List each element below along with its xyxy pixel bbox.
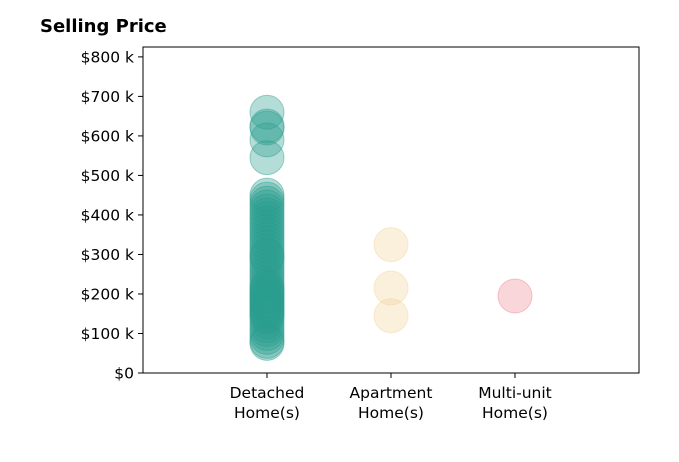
data-point bbox=[249, 240, 285, 276]
y-tick-label: $700 k bbox=[81, 88, 134, 106]
data-point bbox=[249, 244, 285, 280]
y-tick-label: $500 k bbox=[81, 167, 134, 185]
y-axis: $0 $100 k $200 k $300 k $400 k $500 k $600 k $7… bbox=[81, 48, 143, 383]
data-point bbox=[249, 248, 285, 284]
y-tick-label: $100 k bbox=[81, 325, 134, 343]
x-tick-label: Multi-unit Home(s) bbox=[478, 384, 552, 422]
data-point bbox=[249, 229, 285, 265]
y-tick-label: $400 k bbox=[81, 206, 134, 224]
y-tick-label: $800 k bbox=[81, 48, 134, 66]
data-point bbox=[249, 270, 285, 306]
x-tick-label: Apartment Home(s) bbox=[350, 384, 433, 422]
data-point bbox=[249, 236, 285, 272]
data-point bbox=[249, 300, 285, 336]
data-point bbox=[249, 94, 285, 130]
data-point bbox=[249, 252, 285, 288]
data-point bbox=[249, 304, 285, 340]
data-point bbox=[249, 294, 285, 330]
data-point bbox=[249, 286, 285, 322]
data-point bbox=[249, 181, 285, 217]
data-point bbox=[249, 260, 285, 296]
y-tick-label: $0 bbox=[114, 365, 134, 383]
data-point bbox=[249, 315, 285, 351]
data-point bbox=[249, 312, 285, 348]
data-point bbox=[249, 177, 285, 213]
y-tick-label: $600 k bbox=[81, 127, 134, 145]
data-point bbox=[249, 282, 285, 318]
data-point bbox=[249, 209, 285, 245]
data-point bbox=[249, 276, 285, 312]
x-axis: Detached Home(s) Apartment Home(s) Multi-uni… bbox=[230, 373, 552, 422]
data-point bbox=[249, 308, 285, 344]
data-point bbox=[249, 205, 285, 241]
data-point bbox=[249, 140, 285, 176]
data-point bbox=[249, 122, 285, 158]
data-point bbox=[249, 323, 285, 359]
data-point bbox=[249, 233, 285, 269]
data-point bbox=[249, 185, 285, 221]
y-tick-label: $200 k bbox=[81, 285, 134, 303]
data-point bbox=[249, 284, 285, 320]
data-point bbox=[249, 108, 285, 144]
data-point bbox=[249, 296, 285, 332]
data-point bbox=[249, 288, 285, 324]
data-point bbox=[249, 193, 285, 229]
y-tick-label: $300 k bbox=[81, 246, 134, 264]
data-point bbox=[249, 278, 285, 314]
data-point bbox=[249, 264, 285, 300]
data-point bbox=[249, 221, 285, 257]
data-point bbox=[373, 298, 409, 334]
data-point bbox=[249, 292, 285, 328]
data-point bbox=[249, 298, 285, 334]
data-point bbox=[249, 225, 285, 261]
data-point bbox=[249, 238, 285, 274]
data-point bbox=[249, 213, 285, 249]
data-point bbox=[249, 217, 285, 253]
data-point bbox=[249, 325, 285, 361]
data-point bbox=[249, 290, 285, 326]
data-point bbox=[373, 270, 409, 306]
data-point bbox=[249, 256, 285, 292]
data-point bbox=[497, 278, 533, 314]
data-point bbox=[373, 227, 409, 263]
chart-title: Selling Price bbox=[40, 16, 167, 37]
data-point bbox=[249, 110, 285, 146]
data-point bbox=[249, 280, 285, 316]
data-point bbox=[249, 197, 285, 233]
data-point bbox=[249, 268, 285, 304]
data-point bbox=[249, 319, 285, 355]
data-point bbox=[249, 272, 285, 308]
data-points bbox=[249, 94, 533, 361]
x-tick-label: Detached Home(s) bbox=[230, 384, 305, 422]
data-point bbox=[249, 201, 285, 237]
data-point bbox=[249, 274, 285, 310]
data-point bbox=[249, 189, 285, 225]
